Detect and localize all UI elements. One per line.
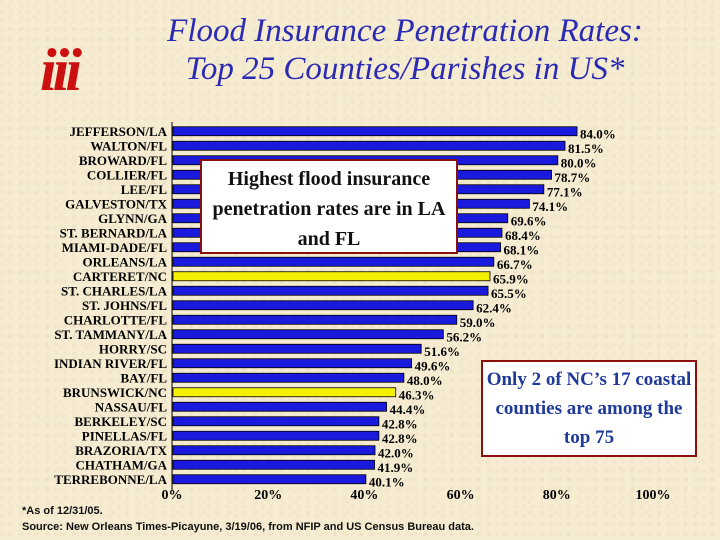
category-label: ORLEANS/LA xyxy=(82,254,167,269)
value-label: 68.4% xyxy=(505,228,541,243)
category-label: HORRY/SC xyxy=(99,341,167,356)
x-tick-label: 20% xyxy=(254,488,282,503)
x-tick-label: 40% xyxy=(350,488,378,503)
bar-brazoria-tx xyxy=(172,445,376,456)
bar-jefferson-la xyxy=(172,126,578,137)
bar-st-johns-fl xyxy=(172,300,474,311)
x-tick-label: 100% xyxy=(636,488,671,503)
callout-highest-rates: Highest flood insurance penetration rate… xyxy=(200,159,458,254)
value-label: 44.4% xyxy=(390,402,426,417)
category-label: WALTON/FL xyxy=(90,138,167,153)
category-label: PINELLAS/FL xyxy=(82,428,168,443)
footnote: *As of 12/31/05. xyxy=(22,505,103,517)
category-label: NASSAU/FL xyxy=(95,399,168,414)
value-label: 51.6% xyxy=(424,344,460,359)
bar-st-charles-la xyxy=(172,285,489,296)
bar-brunswick-nc xyxy=(172,387,397,398)
value-label: 74.1% xyxy=(532,199,568,214)
bar-horry-sc xyxy=(172,343,422,354)
category-label: ST. CHARLES/LA xyxy=(61,283,168,298)
category-label: ST. BERNARD/LA xyxy=(60,225,168,240)
value-label: 65.5% xyxy=(491,286,527,301)
value-label: 56.2% xyxy=(446,329,482,344)
bar-walton-fl xyxy=(172,140,566,151)
bar-bay-fl xyxy=(172,372,405,383)
callout-nc-counties: Only 2 of NC’s 17 coastal counties are a… xyxy=(481,360,697,457)
value-label: 42.0% xyxy=(378,445,414,460)
value-label: 84.0% xyxy=(580,126,616,141)
category-label: BRUNSWICK/NC xyxy=(63,385,167,400)
x-tick-label: 0% xyxy=(162,488,183,503)
category-label: BROWARD/FL xyxy=(79,153,167,168)
category-label: GALVESTON/TX xyxy=(65,196,167,211)
value-label: 65.9% xyxy=(493,271,529,286)
category-label: LEE/FL xyxy=(121,182,168,197)
bar-indian-river-fl xyxy=(172,358,412,369)
bar-pinellas-fl xyxy=(172,430,380,441)
category-label: BAY/FL xyxy=(121,370,168,385)
value-label: 49.6% xyxy=(415,358,451,373)
value-label: 40.1% xyxy=(369,474,405,489)
value-label: 59.0% xyxy=(460,315,496,330)
x-tick-label: 80% xyxy=(543,488,571,503)
value-label: 42.8% xyxy=(382,431,418,446)
bar-st-tammany-la xyxy=(172,329,444,340)
value-label: 41.9% xyxy=(378,460,414,475)
bar-terrebonne-la xyxy=(172,474,367,485)
category-label: BERKELEY/SC xyxy=(75,414,167,429)
category-label: INDIAN RIVER/FL xyxy=(54,356,167,371)
chart-title: Flood Insurance Penetration Rates: Top 2… xyxy=(100,12,710,88)
callout-nc-counties-text: Only 2 of NC’s 17 coastal counties are a… xyxy=(486,369,692,448)
category-label: GLYNN/GA xyxy=(98,211,167,226)
title-line-2: Top 25 Counties/Parishes in US* xyxy=(185,51,625,87)
value-label: 62.4% xyxy=(476,300,512,315)
value-label: 48.0% xyxy=(407,373,443,388)
category-label: MIAMI-DADE/FL xyxy=(62,240,168,255)
iii-logo: iii xyxy=(40,37,82,103)
value-label: 80.0% xyxy=(561,155,597,170)
value-label: 66.7% xyxy=(497,257,533,272)
callout-highest-rates-text: Highest flood insurance penetration rate… xyxy=(212,168,446,250)
category-label: ST. TAMMANY/LA xyxy=(54,327,167,342)
value-label: 81.5% xyxy=(568,141,604,156)
bar-carteret-nc xyxy=(172,271,491,282)
category-label: BRAZORIA/TX xyxy=(75,443,167,458)
category-label: CARTERET/NC xyxy=(73,269,167,284)
category-label: ST. JOHNS/FL xyxy=(82,298,167,313)
value-label: 68.1% xyxy=(504,242,540,257)
category-label: TERREBONNE/LA xyxy=(54,472,167,487)
bar-berkeley-sc xyxy=(172,416,380,427)
bar-charlotte-fl xyxy=(172,314,458,325)
category-label: CHATHAM/GA xyxy=(76,457,168,472)
value-label: 69.6% xyxy=(511,213,547,228)
title-line-1: Flood Insurance Penetration Rates: xyxy=(167,13,643,49)
category-label: COLLIER/FL xyxy=(87,167,168,182)
x-tick-label: 60% xyxy=(447,488,475,503)
bar-nassau-fl xyxy=(172,401,387,412)
source-note: Source: New Orleans Times-Picayune, 3/19… xyxy=(22,521,474,533)
category-label: CHARLOTTE/FL xyxy=(64,312,168,327)
value-label: 42.8% xyxy=(382,416,418,431)
category-label: JEFFERSON/LA xyxy=(69,124,167,139)
value-label: 46.3% xyxy=(399,387,435,402)
bar-orleans-la xyxy=(172,256,495,267)
bar-chatham-ga xyxy=(172,459,375,470)
value-label: 77.1% xyxy=(547,184,583,199)
value-label: 78.7% xyxy=(555,170,591,185)
